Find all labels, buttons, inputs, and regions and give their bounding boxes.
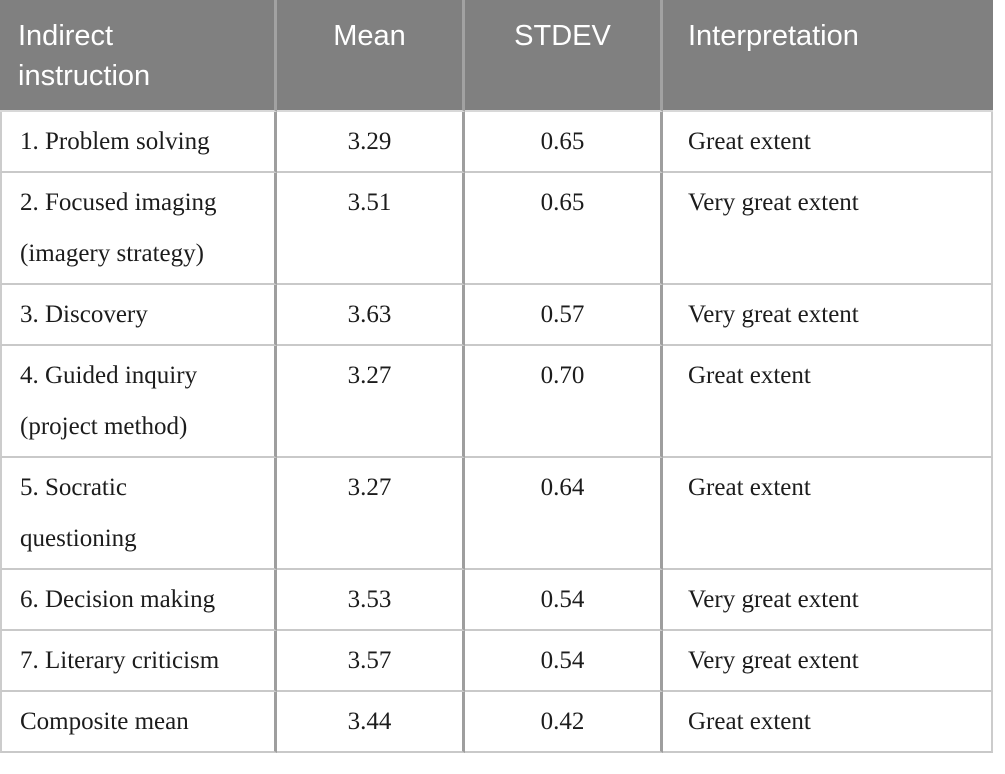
cell-interpretation: Very great extent [663, 570, 993, 631]
cell-stdev: 0.42 [465, 692, 663, 753]
cell-stdev: 0.54 [465, 570, 663, 631]
cell-stdev: 0.70 [465, 346, 663, 458]
cell-strategy: 4. Guided inquiry (project method) [0, 346, 277, 458]
header-cell-stdev: STDEV [465, 0, 663, 112]
cell-strategy: 7. Literary criticism [0, 631, 277, 692]
table-row: 5. Socratic questioning 3.27 0.64 Great … [0, 458, 993, 570]
table-body: 1. Problem solving 3.29 0.65 Great exten… [0, 112, 993, 753]
cell-mean: 3.53 [277, 570, 465, 631]
cell-mean: 3.27 [277, 346, 465, 458]
cell-interpretation: Very great extent [663, 285, 993, 346]
cell-stdev: 0.64 [465, 458, 663, 570]
cell-mean: 3.57 [277, 631, 465, 692]
cell-mean: 3.44 [277, 692, 465, 753]
cell-interpretation: Great extent [663, 692, 993, 753]
cell-strategy: Composite mean [0, 692, 277, 753]
table-row: 2. Focused imaging (imagery strategy) 3.… [0, 173, 993, 285]
cell-strategy: 5. Socratic questioning [0, 458, 277, 570]
header-row: Indirect instruction Mean STDEV Interpre… [0, 0, 993, 112]
cell-strategy: 6. Decision making [0, 570, 277, 631]
cell-mean: 3.63 [277, 285, 465, 346]
header-cell-mean: Mean [277, 0, 465, 112]
cell-interpretation: Great extent [663, 458, 993, 570]
table-row: 7. Literary criticism 3.57 0.54 Very gre… [0, 631, 993, 692]
cell-mean: 3.29 [277, 112, 465, 173]
cell-interpretation: Great extent [663, 112, 993, 173]
cell-mean: 3.51 [277, 173, 465, 285]
cell-strategy: 2. Focused imaging (imagery strategy) [0, 173, 277, 285]
header-cell-indirect-instruction: Indirect instruction [0, 0, 277, 112]
cell-interpretation: Very great extent [663, 631, 993, 692]
statistics-table: Indirect instruction Mean STDEV Interpre… [0, 0, 993, 753]
table-row: 6. Decision making 3.53 0.54 Very great … [0, 570, 993, 631]
cell-strategy: 3. Discovery [0, 285, 277, 346]
cell-stdev: 0.65 [465, 112, 663, 173]
cell-stdev: 0.54 [465, 631, 663, 692]
cell-interpretation: Great extent [663, 346, 993, 458]
cell-strategy: 1. Problem solving [0, 112, 277, 173]
table-row-composite-mean: Composite mean 3.44 0.42 Great extent [0, 692, 993, 753]
table-header: Indirect instruction Mean STDEV Interpre… [0, 0, 993, 112]
cell-mean: 3.27 [277, 458, 465, 570]
cell-stdev: 0.65 [465, 173, 663, 285]
cell-interpretation: Very great extent [663, 173, 993, 285]
header-cell-interpretation: Interpretation [663, 0, 993, 112]
table-row: 3. Discovery 3.63 0.57 Very great extent [0, 285, 993, 346]
table-row: 4. Guided inquiry (project method) 3.27 … [0, 346, 993, 458]
cell-stdev: 0.57 [465, 285, 663, 346]
table-row: 1. Problem solving 3.29 0.65 Great exten… [0, 112, 993, 173]
